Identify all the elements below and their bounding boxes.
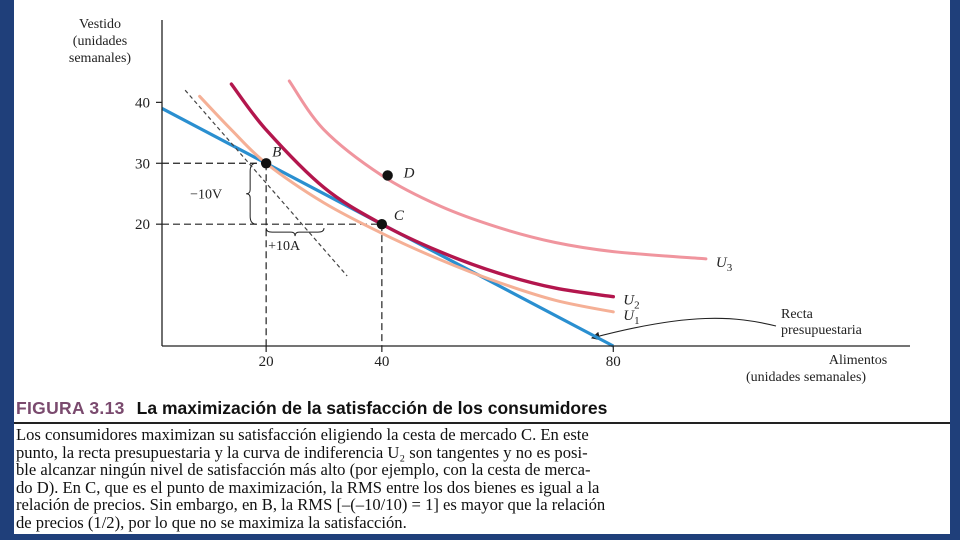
point-c [376, 218, 388, 230]
curve-label-u3: U3 [716, 255, 733, 274]
x-tick-label: 40 [374, 354, 389, 370]
indifference-curve-u2 [229, 82, 615, 299]
delta-v-annotation: −10V [190, 188, 222, 203]
caption-line: relación de precios. Sin embargo, en B, … [16, 495, 606, 515]
tangente-line [184, 89, 348, 277]
budget-label-arrow [590, 317, 777, 341]
curve-label-u1: U1 [623, 308, 639, 327]
delta-a-annotation: +10A [268, 239, 301, 254]
figure-number: FIGURA 3.13 [16, 398, 125, 418]
y-tick-label: 30 [135, 156, 150, 172]
caption-line: punto, la recta presupuestaria y la curv… [16, 442, 588, 462]
indifference-chart: Vestido (unidades semanales) Alimentos (… [69, 17, 910, 385]
y-axis-title-line-2: (unidades [73, 34, 127, 49]
budget-line-label-line-2: presupuestaria [781, 323, 863, 338]
figure-heading: FIGURA 3.13 La maximización de la satisfa… [16, 398, 946, 419]
x-axis-title-line-2: (unidades semanales) [746, 370, 866, 385]
point-b [260, 158, 272, 169]
delta-a-bracket [265, 228, 325, 237]
figure-title: La maximización de la satisfacción de lo… [136, 398, 608, 418]
frame-bottom-border [0, 534, 960, 540]
delta-v-brace [246, 162, 257, 225]
caption-line: ble alcanzar ningún nivel de satisfacció… [16, 460, 591, 480]
heading-rule [14, 422, 950, 424]
point-label-d: D [403, 165, 415, 181]
budget-line-label-line-1: Recta [781, 307, 814, 322]
figure-caption: Los consumidores maximizan su satisfacci… [16, 426, 946, 532]
x-axis-title-line-1: Alimentos [829, 353, 887, 368]
y-axis-title-line-3: semanales) [69, 51, 132, 66]
x-tick-label: 20 [259, 354, 274, 370]
indifference-curve-u1 [198, 94, 615, 314]
y-axis-title-line-1: Vestido [79, 17, 121, 32]
caption-line: do D). En C, que es el punto de maximiza… [16, 477, 600, 497]
y-tick-label: 40 [135, 95, 150, 111]
point-d [382, 170, 393, 181]
y-tick-label: 20 [135, 217, 150, 233]
indifference-curve-u3 [287, 79, 708, 261]
x-tick-label: 80 [606, 354, 621, 370]
point-label-c: C [394, 208, 405, 224]
caption-line: de precios (1/2), por lo que no se maxim… [16, 512, 407, 532]
frame-right-border [950, 0, 960, 540]
point-label-b: B [272, 144, 281, 160]
frame-left-border [0, 0, 14, 540]
caption-line: Los consumidores maximizan su satisfacci… [16, 425, 589, 444]
curve-label-u2: U2 [623, 293, 639, 312]
